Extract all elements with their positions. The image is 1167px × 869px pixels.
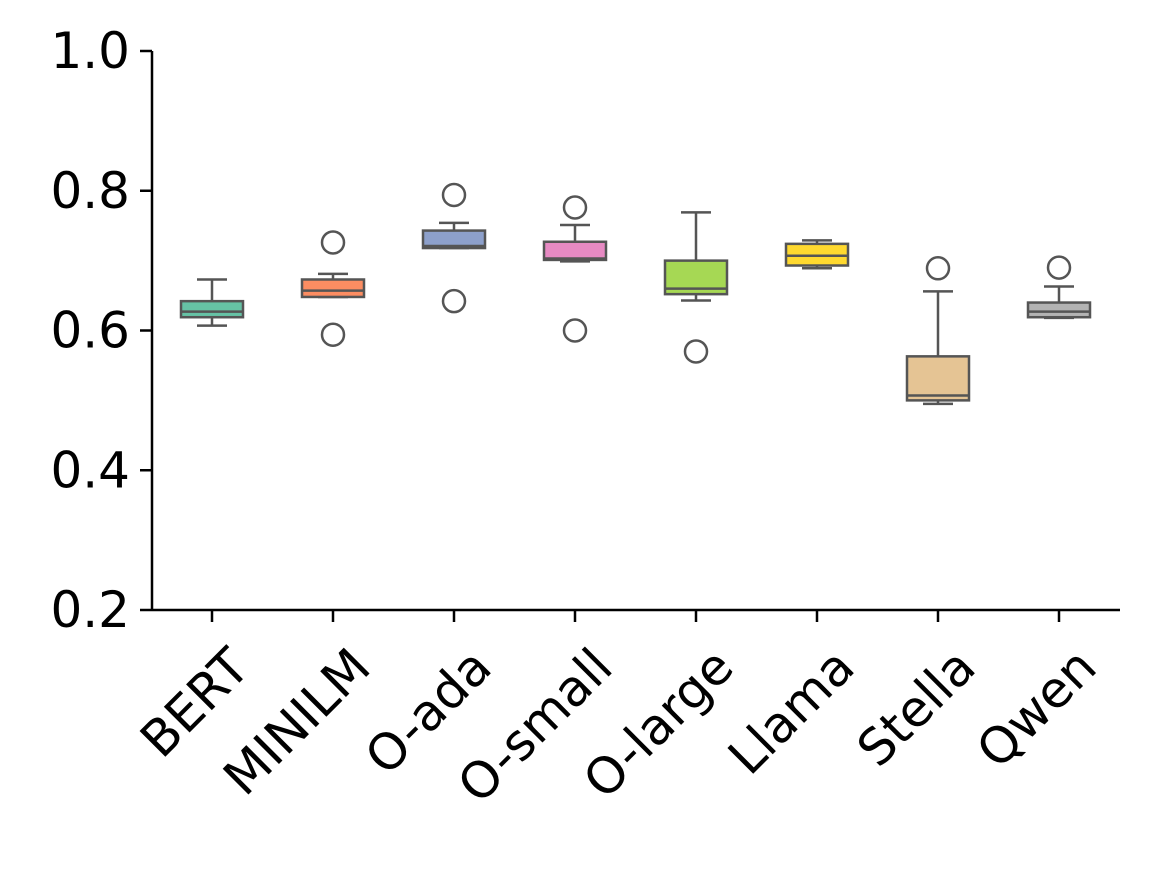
boxes <box>179 182 1092 406</box>
x-tick-label-qwen: Qwen <box>966 637 1108 779</box>
outlier-point <box>562 318 588 343</box>
box-o-large <box>663 211 729 364</box>
box-stella <box>905 256 971 406</box>
box-minilm <box>300 230 366 347</box>
outlier-point <box>320 322 346 347</box>
box-qwen <box>1026 255 1092 320</box>
y-tick-label: 0.4 <box>50 441 130 499</box>
y-tick-label: 0.8 <box>50 162 130 220</box>
box-iqr <box>179 299 245 319</box>
x-tick-label-stella: Stella <box>846 637 986 777</box>
y-axis: 0.2 0.4 0.6 0.8 1.0 <box>50 22 154 639</box>
box-o-ada <box>421 182 487 314</box>
y-tick-label: 1.0 <box>50 22 130 80</box>
outlier-point <box>441 182 467 208</box>
box-iqr <box>905 355 971 402</box>
x-tick-label-llama: Llama <box>717 637 865 785</box>
y-tick-label: 0.6 <box>50 302 130 360</box>
box-llama <box>784 239 850 270</box>
box-iqr <box>1026 301 1092 319</box>
outlier-point <box>1046 255 1072 280</box>
x-axis: BERTMINILMO-adaO-smallO-largeLlamaStella… <box>129 608 1120 814</box>
y-tick-label: 0.2 <box>50 581 130 639</box>
box-o-small <box>542 195 608 343</box>
box-iqr <box>300 278 366 299</box>
outlier-point <box>562 195 588 220</box>
box-bert <box>179 278 245 327</box>
outlier-point <box>683 339 709 364</box>
box-iqr <box>542 240 608 262</box>
outlier-point <box>925 256 951 281</box>
outlier-point <box>320 230 346 255</box>
outlier-point <box>441 288 467 314</box>
box-iqr <box>421 229 487 250</box>
